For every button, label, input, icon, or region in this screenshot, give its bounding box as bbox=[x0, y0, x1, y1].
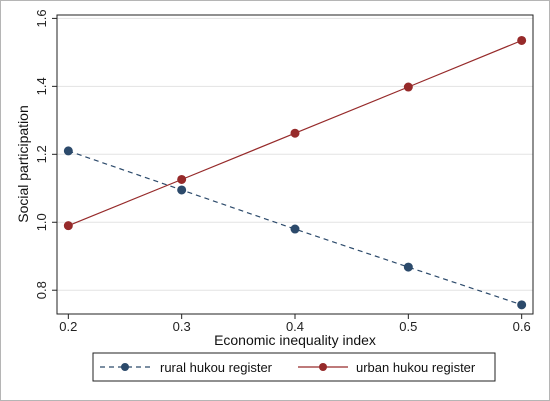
y-axis-ticks: 0.8 1.0 1.2 1.4 1.6 bbox=[34, 9, 57, 299]
legend-marker-rural bbox=[121, 363, 129, 371]
y-tick-label: 1.2 bbox=[34, 145, 49, 163]
y-tick-label: 1.6 bbox=[34, 9, 49, 27]
legend-label-urban: urban hukou register bbox=[356, 360, 476, 375]
y-tick-label: 0.8 bbox=[34, 281, 49, 299]
series-line-rural bbox=[68, 150, 522, 306]
x-tick-label: 0.2 bbox=[59, 319, 77, 334]
data-point-urban bbox=[403, 82, 413, 92]
data-point-urban bbox=[177, 174, 187, 184]
data-point-urban bbox=[517, 35, 527, 45]
x-tick-label: 0.4 bbox=[286, 319, 304, 334]
y-tick-label: 1.0 bbox=[34, 213, 49, 231]
legend-box bbox=[92, 352, 496, 382]
x-tick-label: 0.5 bbox=[399, 319, 417, 334]
data-point-rural bbox=[517, 300, 527, 310]
x-tick-label: 0.3 bbox=[173, 319, 191, 334]
data-series bbox=[63, 35, 527, 310]
gridlines bbox=[57, 17, 533, 291]
data-point-urban bbox=[63, 221, 73, 231]
legend: rural hukou register urban hukou registe… bbox=[92, 352, 496, 382]
y-tick-label: 1.4 bbox=[34, 77, 49, 95]
data-point-rural bbox=[290, 224, 300, 234]
data-point-rural bbox=[63, 146, 73, 156]
legend-marker-urban bbox=[319, 363, 327, 371]
y-axis-title: Social participation bbox=[15, 105, 31, 223]
data-point-rural bbox=[177, 185, 187, 195]
data-point-urban bbox=[290, 128, 300, 138]
x-tick-label: 0.6 bbox=[513, 319, 531, 334]
x-axis-ticks: 0.2 0.3 0.4 0.5 0.6 bbox=[59, 314, 531, 334]
x-axis-title: Economic inequality index bbox=[214, 332, 376, 348]
legend-label-rural: rural hukou register bbox=[160, 360, 273, 375]
data-point-rural bbox=[403, 262, 413, 272]
